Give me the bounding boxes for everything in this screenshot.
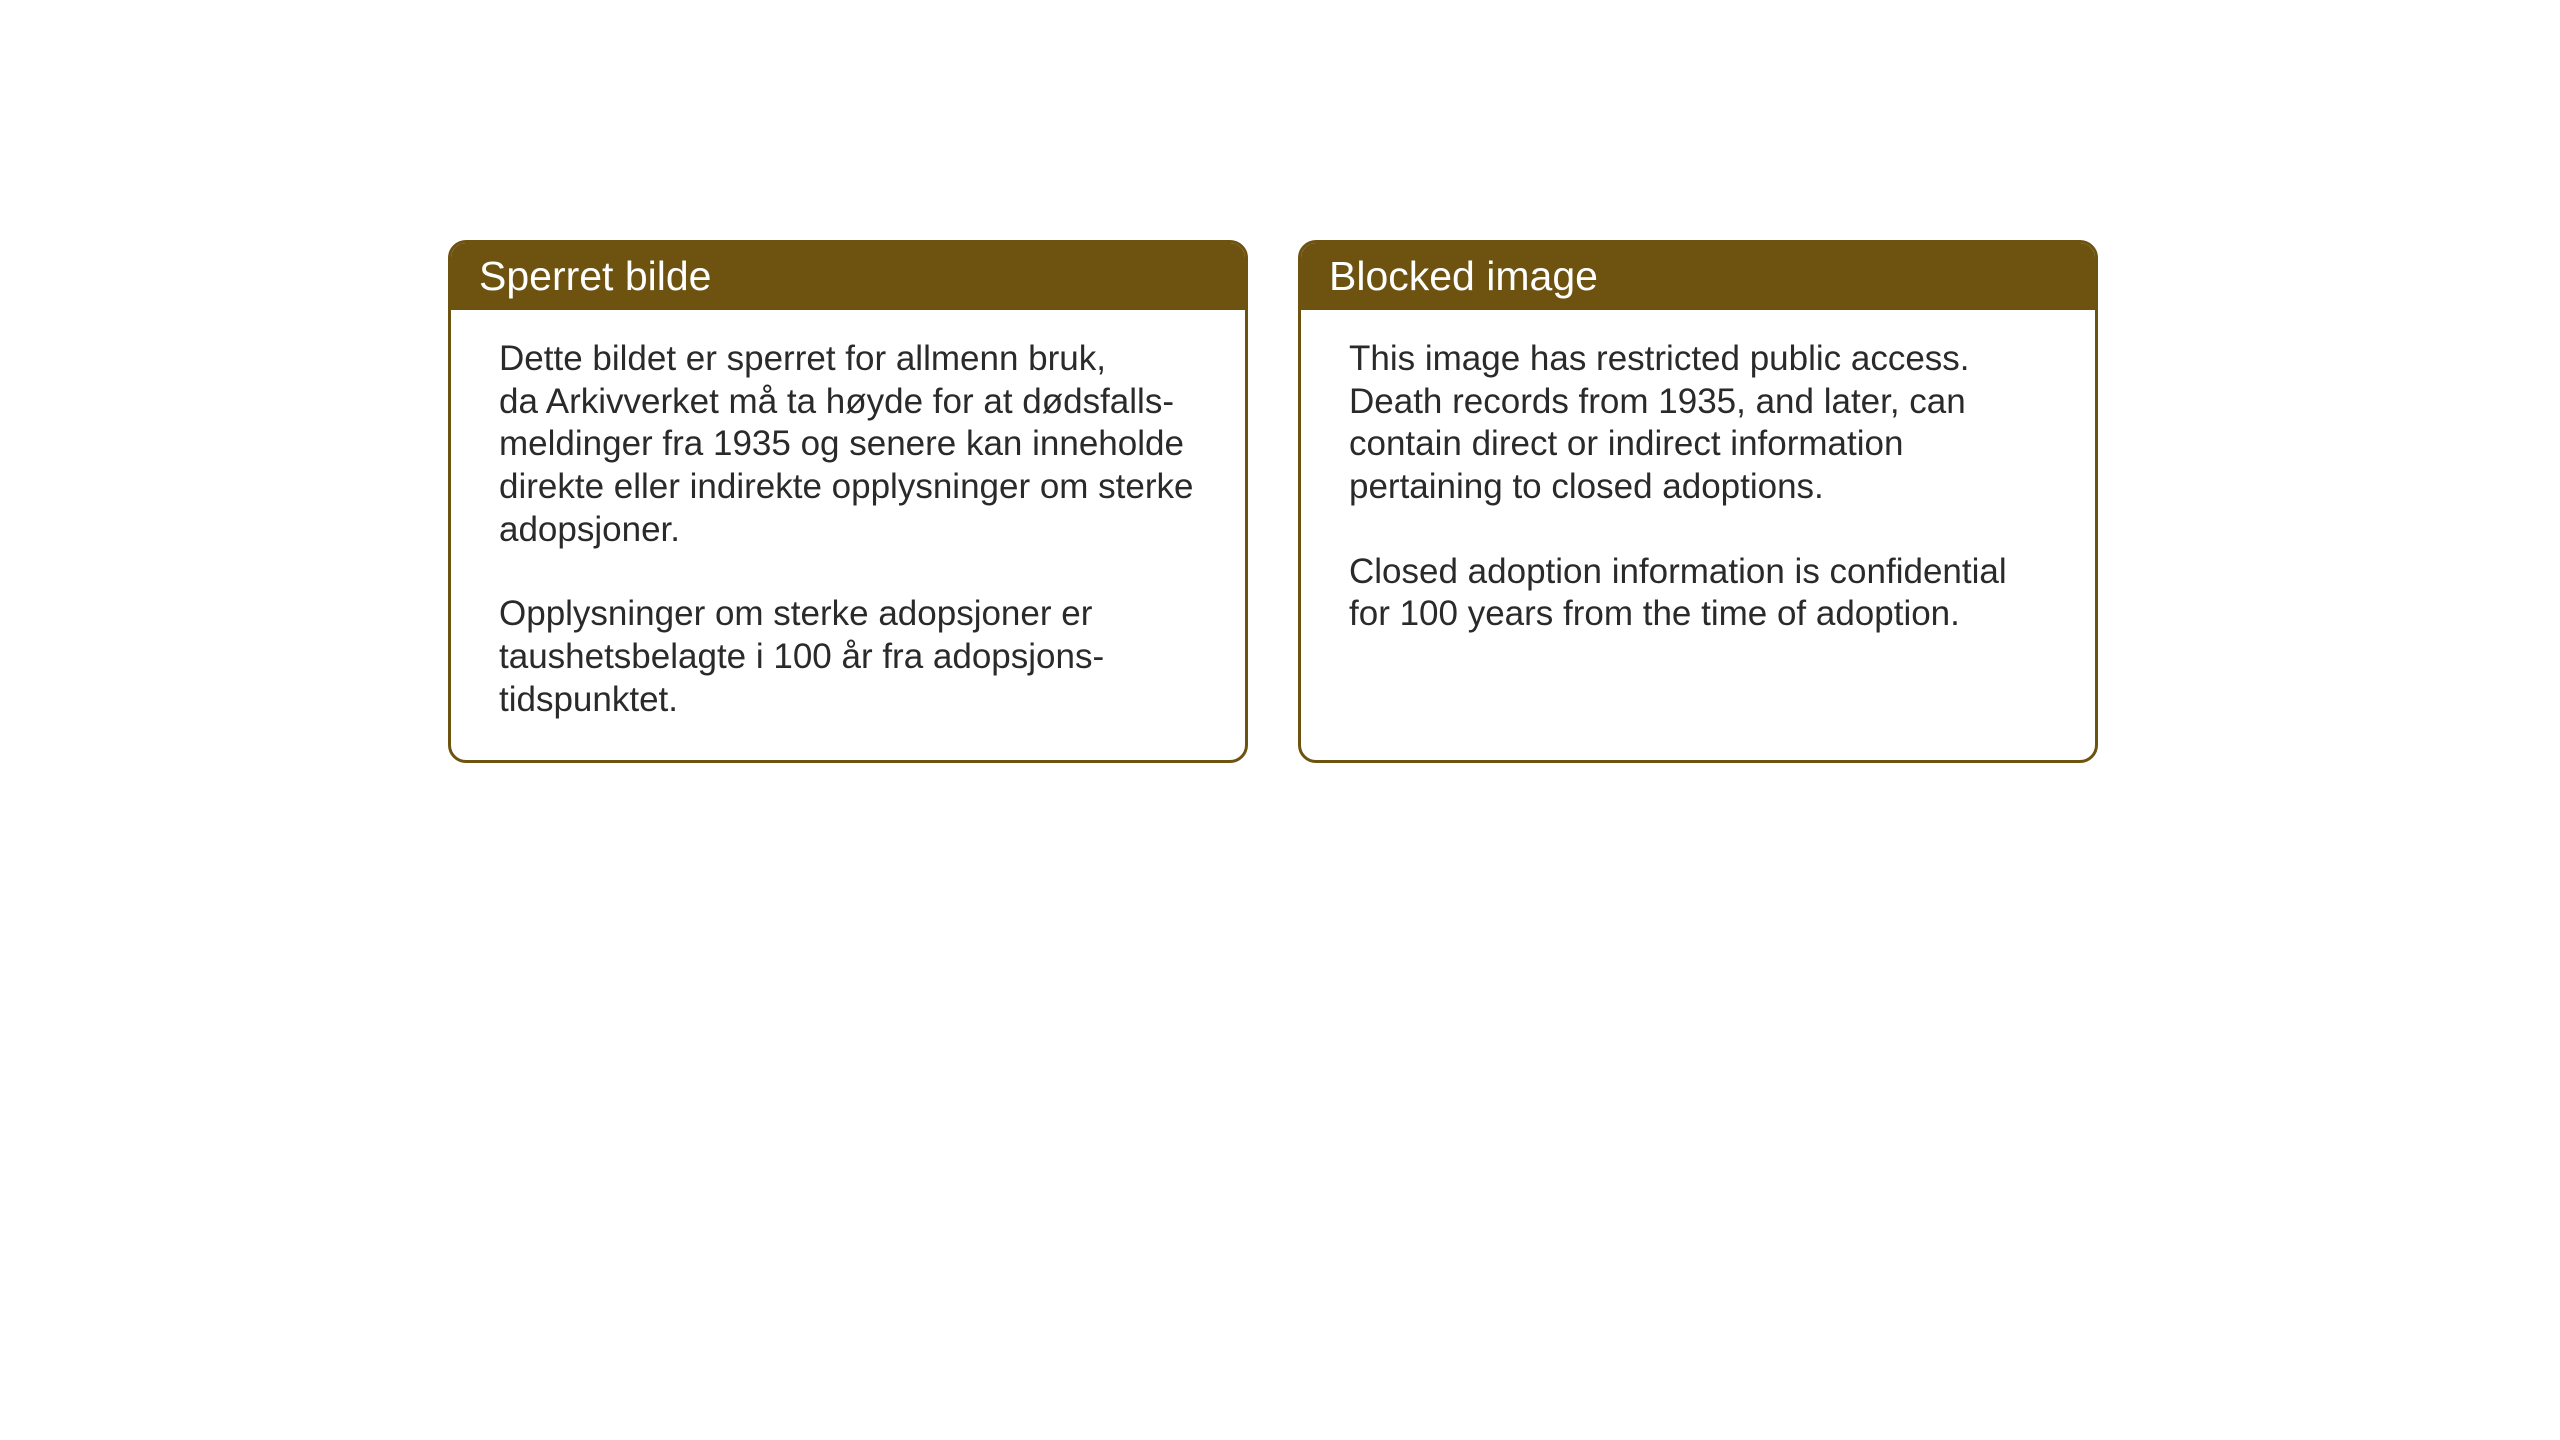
paragraph-1-english: This image has restricted public access.… (1349, 338, 2047, 509)
text-line: taushetsbelagte i 100 år fra adopsjons- (499, 637, 1104, 676)
text-line: da Arkivverket må ta høyde for at dødsfa… (499, 382, 1174, 421)
card-title-norwegian: Sperret bilde (479, 253, 711, 299)
text-line: Closed adoption information is confident… (1349, 552, 2007, 591)
paragraph-2-english: Closed adoption information is confident… (1349, 551, 2047, 636)
paragraph-2-norwegian: Opplysninger om sterke adopsjoner er tau… (499, 593, 1197, 721)
message-cards-container: Sperret bilde Dette bildet er sperret fo… (448, 240, 2098, 763)
card-norwegian: Sperret bilde Dette bildet er sperret fo… (448, 240, 1248, 763)
paragraph-1-norwegian: Dette bildet er sperret for allmenn bruk… (499, 338, 1197, 551)
text-line: Dette bildet er sperret for allmenn bruk… (499, 339, 1106, 378)
text-line: pertaining to closed adoptions. (1349, 467, 1824, 506)
text-line: Death records from 1935, and later, can (1349, 382, 1966, 421)
card-header-english: Blocked image (1301, 243, 2095, 310)
text-line: for 100 years from the time of adoption. (1349, 594, 1960, 633)
card-header-norwegian: Sperret bilde (451, 243, 1245, 310)
text-line: This image has restricted public access. (1349, 339, 1970, 378)
text-line: direkte eller indirekte opplysninger om … (499, 467, 1194, 506)
text-line: Opplysninger om sterke adopsjoner er (499, 594, 1092, 633)
text-line: contain direct or indirect information (1349, 424, 1903, 463)
text-line: meldinger fra 1935 og senere kan innehol… (499, 424, 1184, 463)
text-line: adopsjoner. (499, 510, 680, 549)
text-line: tidspunktet. (499, 680, 678, 719)
card-body-norwegian: Dette bildet er sperret for allmenn bruk… (451, 310, 1245, 760)
card-title-english: Blocked image (1329, 253, 1598, 299)
card-body-english: This image has restricted public access.… (1301, 310, 2095, 714)
card-english: Blocked image This image has restricted … (1298, 240, 2098, 763)
